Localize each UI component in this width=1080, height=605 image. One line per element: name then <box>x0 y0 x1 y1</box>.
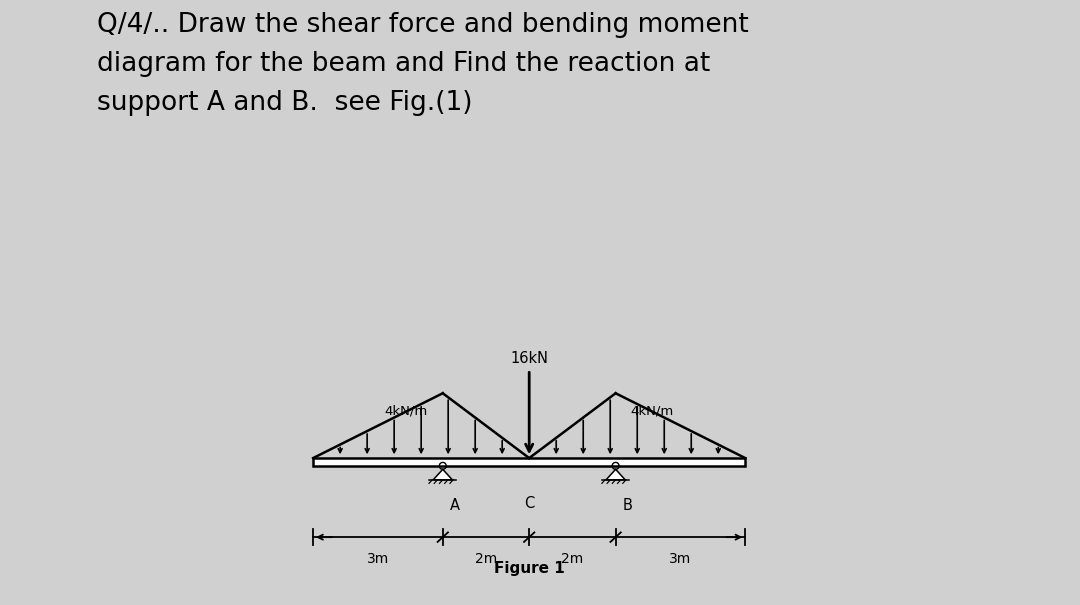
Polygon shape <box>313 458 745 466</box>
Text: 3m: 3m <box>670 552 691 566</box>
Polygon shape <box>606 469 625 480</box>
Text: Q/4/.. Draw the shear force and bending moment
diagram for the beam and Find the: Q/4/.. Draw the shear force and bending … <box>97 12 748 116</box>
Text: 2m: 2m <box>475 552 497 566</box>
Text: A: A <box>450 499 460 513</box>
Polygon shape <box>433 469 453 480</box>
Text: Figure 1: Figure 1 <box>494 561 565 576</box>
Text: 2m: 2m <box>562 552 583 566</box>
Text: B: B <box>623 499 633 513</box>
Text: 4kN/m: 4kN/m <box>631 405 674 418</box>
Text: C: C <box>524 496 535 511</box>
Text: 3m: 3m <box>367 552 389 566</box>
Text: 4kN/m: 4kN/m <box>384 405 428 418</box>
Text: 16kN: 16kN <box>510 351 549 366</box>
